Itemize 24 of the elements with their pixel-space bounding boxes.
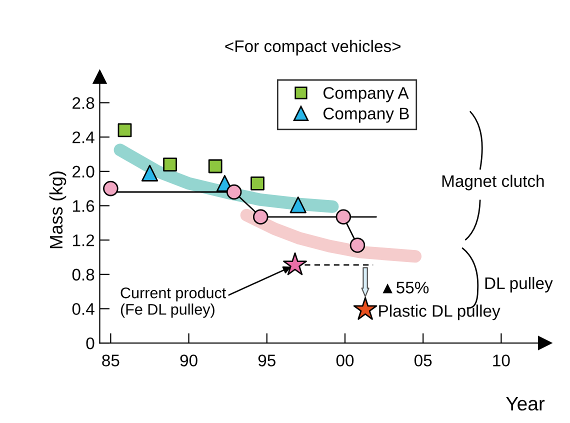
y-axis-title: Mass (kg) — [49, 172, 66, 248]
x-axis-title: Year — [506, 396, 545, 411]
annotation: Plastic DL pulley — [379, 304, 500, 320]
y-tick-label: 1.2 — [72, 234, 94, 246]
y-tick-label: 2.4 — [72, 131, 94, 144]
annotation: ▲55% — [382, 282, 429, 294]
legend-label: Company A — [324, 87, 409, 102]
y-tick-label: 0.8 — [72, 268, 94, 281]
x-tick-label: 05 — [414, 354, 432, 366]
y-tick-label: 2.8 — [72, 97, 94, 109]
annotation: Current product (Fe DL pulley) — [120, 287, 226, 318]
y-tick-label: 1.6 — [72, 200, 94, 212]
x-tick-label: 85 — [102, 354, 120, 366]
y-tick-label: 0.4 — [72, 303, 94, 315]
annotation: DL pulley — [485, 276, 553, 292]
legend-label: Company B — [324, 108, 409, 123]
chart-title: <For compact vehicles> — [225, 40, 401, 56]
annotation: Magnet clutch — [442, 174, 544, 190]
y-tick-label: 2.0 — [72, 166, 94, 178]
x-tick-label: 00 — [336, 354, 354, 366]
y-tick-label: 0 — [86, 337, 94, 350]
x-tick-label: 95 — [258, 354, 276, 366]
x-tick-label: 90 — [180, 354, 198, 366]
x-tick-label: 10 — [493, 354, 510, 366]
